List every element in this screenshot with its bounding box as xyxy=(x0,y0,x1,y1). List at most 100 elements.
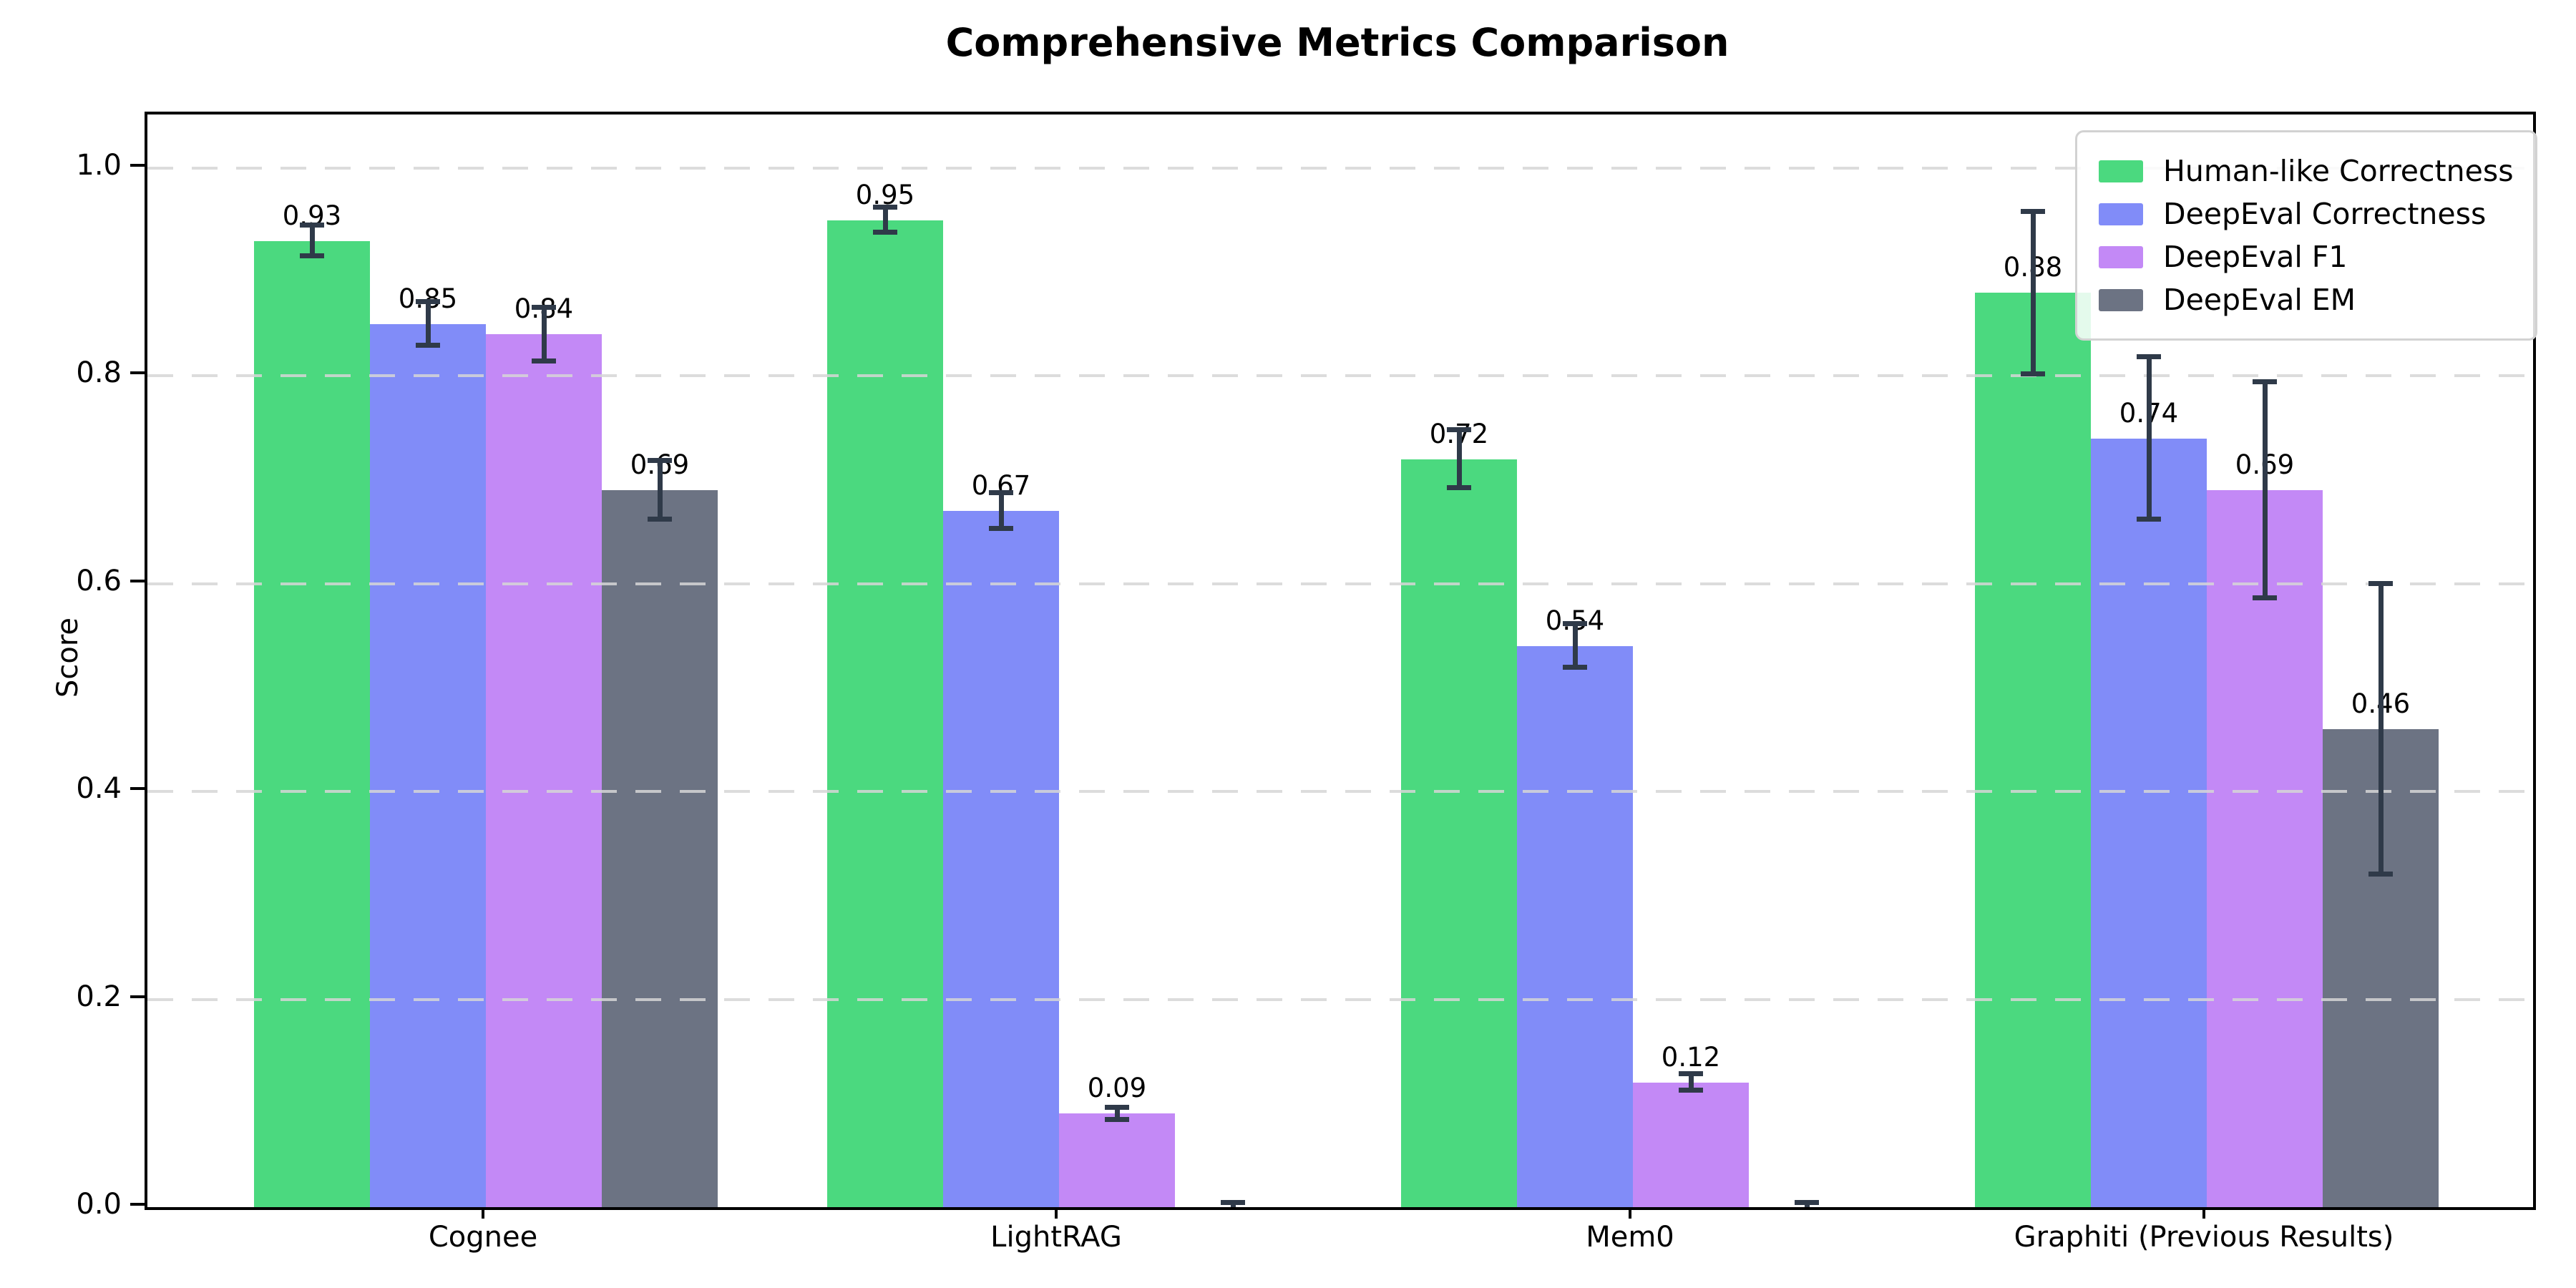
bar-Human-like Correctness-LightRAG xyxy=(827,220,943,1207)
bar-value-label: 0.09 xyxy=(1087,1073,1147,1104)
error-bar xyxy=(1573,624,1578,668)
y-tick-label-0.0: 0.0 xyxy=(76,1188,122,1221)
legend-row-DeepEval Correctness: DeepEval Correctness xyxy=(2099,195,2514,233)
error-cap-bottom xyxy=(2137,516,2161,522)
error-cap-bottom xyxy=(416,343,440,348)
legend-swatch-DeepEval Correctness xyxy=(2099,203,2143,225)
legend-swatch-DeepEval F1 xyxy=(2099,245,2143,268)
y-tick-label-0.2: 0.2 xyxy=(76,980,122,1013)
bar-DeepEval F1-Cognee xyxy=(486,334,602,1207)
bar-DeepEval F1-LightRAG xyxy=(1059,1113,1175,1207)
error-cap-top xyxy=(1563,621,1587,627)
bar-DeepEval Correctness-LightRAG xyxy=(943,511,1059,1207)
error-cap-top xyxy=(416,299,440,305)
bar-value-label: 0.12 xyxy=(1661,1041,1721,1073)
error-bar xyxy=(2379,583,2384,875)
error-bar xyxy=(1457,429,1462,489)
y-tick-label-0.4: 0.4 xyxy=(76,772,122,806)
error-bar xyxy=(1115,1107,1120,1121)
gridline-0.4 xyxy=(147,790,2533,794)
bar-DeepEval EM-Cognee xyxy=(602,490,718,1207)
legend-swatch-Human-like Correctness xyxy=(2099,160,2143,182)
x-tick-label-1: LightRAG xyxy=(990,1221,1122,1254)
y-axis-label: Score xyxy=(52,617,84,698)
legend: Human-like Correctness DeepEval Correctne… xyxy=(2075,130,2537,341)
error-cap-bottom xyxy=(1105,1117,1129,1123)
y-tick-label-0.8: 0.8 xyxy=(76,356,122,390)
error-cap-bottom xyxy=(648,516,672,522)
y-tickmark-0.6 xyxy=(130,579,145,582)
y-tickmark-1.0 xyxy=(130,164,145,167)
x-tickmark-2 xyxy=(1629,1207,1631,1219)
error-cap-top xyxy=(2368,580,2393,586)
bar-Human-like Correctness-Graphiti (Previous Results) xyxy=(1975,293,2091,1207)
x-tickmark-0 xyxy=(482,1207,484,1219)
bar-DeepEval Correctness-Cognee xyxy=(370,323,486,1207)
legend-swatch-DeepEval EM xyxy=(2099,288,2143,311)
chart-title: Comprehensive Metrics Comparison xyxy=(945,20,1729,65)
error-cap-top xyxy=(532,304,556,310)
legend-row-Human-like Correctness: Human-like Correctness xyxy=(2099,152,2514,190)
error-cap-top xyxy=(1221,1200,1245,1206)
legend-label-Human-like Correctness: Human-like Correctness xyxy=(2163,154,2514,188)
error-cap-bottom xyxy=(300,253,324,259)
error-cap-bottom xyxy=(873,230,897,235)
gridline-0.6 xyxy=(147,582,2533,585)
gridline-0.8 xyxy=(147,374,2533,378)
legend-label-DeepEval Correctness: DeepEval Correctness xyxy=(2163,197,2487,231)
error-bar xyxy=(2263,382,2268,599)
bar-DeepEval F1-Mem0 xyxy=(1633,1082,1749,1207)
bar-DeepEval Correctness-Graphiti (Previous Results) xyxy=(2091,438,2207,1207)
y-tickmark-0.8 xyxy=(130,371,145,375)
y-tick-label-0.6: 0.6 xyxy=(76,564,122,597)
x-tickmark-3 xyxy=(2202,1207,2205,1219)
error-bar xyxy=(2147,357,2152,519)
error-cap-top xyxy=(1679,1071,1703,1077)
x-tick-label-2: Mem0 xyxy=(1586,1221,1674,1254)
error-bar xyxy=(2031,212,2036,374)
legend-label-DeepEval EM: DeepEval EM xyxy=(2163,283,2356,317)
legend-row-DeepEval EM: DeepEval EM xyxy=(2099,281,2514,318)
bar-DeepEval F1-Graphiti (Previous Results) xyxy=(2207,490,2323,1207)
error-bar xyxy=(1689,1074,1694,1091)
error-bar xyxy=(542,307,547,362)
error-cap-top xyxy=(2137,354,2161,360)
error-cap-top xyxy=(1447,426,1471,432)
error-cap-top xyxy=(1105,1104,1129,1110)
error-cap-bottom xyxy=(1563,665,1587,670)
gridline-0.2 xyxy=(147,997,2533,1001)
x-tickmark-1 xyxy=(1055,1207,1058,1219)
error-cap-bottom xyxy=(1447,485,1471,491)
error-bar xyxy=(999,493,1004,529)
legend-row-DeepEval F1: DeepEval F1 xyxy=(2099,238,2514,275)
x-tick-label-0: Cognee xyxy=(428,1221,538,1254)
y-tickmark-0.0 xyxy=(130,1203,145,1206)
error-cap-top xyxy=(300,222,324,228)
y-tickmark-0.2 xyxy=(130,995,145,998)
error-bar xyxy=(310,225,315,257)
error-bar xyxy=(883,208,888,233)
error-cap-bottom xyxy=(2021,371,2045,376)
error-cap-top xyxy=(989,490,1013,496)
error-bar xyxy=(658,461,663,519)
y-tickmark-0.4 xyxy=(130,787,145,791)
error-cap-bottom xyxy=(989,525,1013,531)
gridline-1.0 xyxy=(147,167,2533,170)
error-cap-top xyxy=(873,205,897,210)
error-cap-top xyxy=(648,458,672,464)
legend-label-DeepEval F1: DeepEval F1 xyxy=(2163,240,2348,274)
error-bar xyxy=(426,302,431,346)
bar-Human-like Correctness-Cognee xyxy=(254,240,370,1207)
error-cap-bottom xyxy=(532,358,556,364)
bar-DeepEval Correctness-Mem0 xyxy=(1517,645,1633,1207)
error-cap-top xyxy=(2021,208,2045,214)
y-tick-label-1.0: 1.0 xyxy=(76,149,122,182)
error-cap-bottom xyxy=(1679,1088,1703,1093)
error-cap-top xyxy=(2253,379,2277,385)
error-cap-bottom xyxy=(2253,595,2277,601)
x-tick-label-3: Graphiti (Previous Results) xyxy=(2014,1221,2394,1254)
bar-Human-like Correctness-Mem0 xyxy=(1401,459,1517,1207)
error-cap-top xyxy=(1795,1200,1819,1206)
error-cap-bottom xyxy=(2368,872,2393,877)
